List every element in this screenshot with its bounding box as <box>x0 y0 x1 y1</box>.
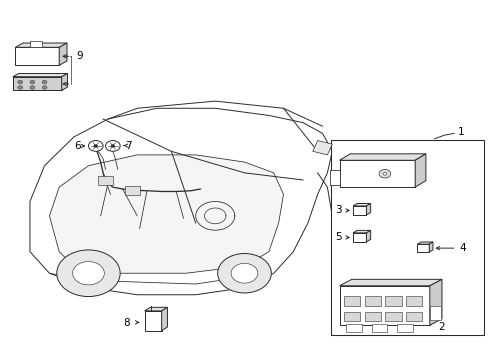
Circle shape <box>217 253 271 293</box>
FancyBboxPatch shape <box>406 296 422 306</box>
Polygon shape <box>352 206 366 215</box>
Polygon shape <box>417 244 428 252</box>
Circle shape <box>42 80 47 84</box>
Circle shape <box>18 86 22 89</box>
Text: 9: 9 <box>76 51 83 61</box>
Polygon shape <box>417 242 432 244</box>
Circle shape <box>231 264 257 283</box>
Text: 8: 8 <box>123 319 129 328</box>
Circle shape <box>111 145 115 147</box>
Polygon shape <box>352 230 370 233</box>
Circle shape <box>30 80 35 84</box>
Polygon shape <box>30 108 331 295</box>
FancyBboxPatch shape <box>330 170 339 185</box>
Polygon shape <box>312 140 331 155</box>
Polygon shape <box>13 77 61 90</box>
Polygon shape <box>339 286 429 325</box>
Polygon shape <box>339 160 414 187</box>
FancyBboxPatch shape <box>343 312 360 321</box>
Text: 1: 1 <box>457 127 464 136</box>
FancyBboxPatch shape <box>330 140 484 335</box>
Polygon shape <box>429 279 441 325</box>
FancyBboxPatch shape <box>98 176 113 185</box>
Polygon shape <box>352 233 366 242</box>
Text: 5: 5 <box>335 232 341 242</box>
FancyBboxPatch shape <box>364 312 380 321</box>
Polygon shape <box>161 307 167 330</box>
Polygon shape <box>352 203 370 206</box>
Polygon shape <box>15 43 67 47</box>
Text: 7: 7 <box>125 141 131 151</box>
Polygon shape <box>339 154 425 160</box>
FancyBboxPatch shape <box>385 312 401 321</box>
FancyBboxPatch shape <box>124 186 140 195</box>
Polygon shape <box>414 154 425 187</box>
Polygon shape <box>144 307 167 311</box>
Polygon shape <box>30 41 42 47</box>
Polygon shape <box>49 155 283 273</box>
Circle shape <box>88 140 103 151</box>
Circle shape <box>378 170 390 178</box>
Circle shape <box>30 86 35 89</box>
FancyBboxPatch shape <box>429 306 440 320</box>
Text: 2: 2 <box>438 322 445 332</box>
Text: 3: 3 <box>335 206 341 216</box>
Polygon shape <box>366 203 370 215</box>
FancyBboxPatch shape <box>364 296 380 306</box>
Polygon shape <box>144 311 161 330</box>
Polygon shape <box>15 47 59 65</box>
Circle shape <box>382 172 386 175</box>
Polygon shape <box>428 242 432 252</box>
Circle shape <box>18 80 22 84</box>
Circle shape <box>94 145 98 147</box>
Polygon shape <box>61 73 67 90</box>
Circle shape <box>42 86 47 89</box>
Polygon shape <box>366 230 370 242</box>
FancyBboxPatch shape <box>371 324 386 332</box>
Polygon shape <box>339 279 441 286</box>
FancyBboxPatch shape <box>406 312 422 321</box>
FancyBboxPatch shape <box>396 324 412 332</box>
Polygon shape <box>59 43 67 65</box>
FancyBboxPatch shape <box>343 296 360 306</box>
Circle shape <box>73 262 104 285</box>
Circle shape <box>105 140 120 151</box>
FancyBboxPatch shape <box>385 296 401 306</box>
Circle shape <box>57 250 120 297</box>
Polygon shape <box>13 73 67 77</box>
Text: 4: 4 <box>458 243 465 253</box>
FancyBboxPatch shape <box>346 324 361 332</box>
Text: 6: 6 <box>74 141 81 151</box>
